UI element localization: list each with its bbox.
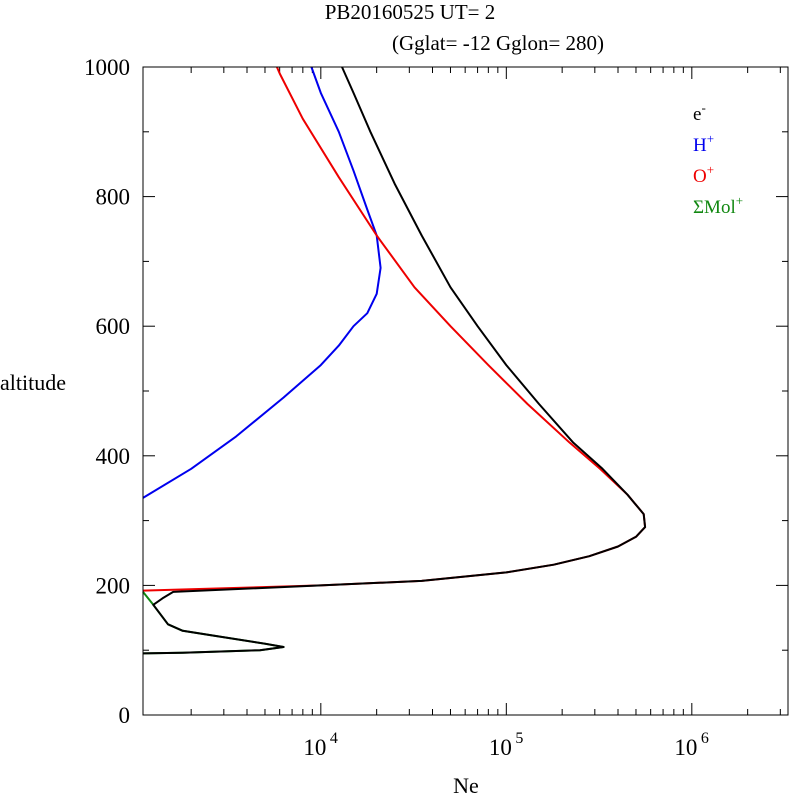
- x-tick-label: 10: [674, 735, 697, 760]
- legend-entry: H+: [693, 131, 714, 156]
- x-tick-label: 10: [489, 735, 512, 760]
- x-tick-exponent: 6: [701, 730, 709, 747]
- series-line-electron: [142, 66, 647, 655]
- y-tick-label: 0: [119, 703, 131, 728]
- legend-entry-superscript: -: [701, 100, 705, 115]
- legend-entry: ΣMol+: [693, 193, 743, 218]
- y-tick-label: 600: [96, 314, 131, 339]
- chart-title: PB20160525 UT= 2: [325, 0, 496, 24]
- x-tick-exponent: 5: [515, 730, 523, 747]
- chart-subtitle: (Gglat= -12 Gglon= 280): [392, 31, 604, 55]
- series-line-oplus: [142, 66, 647, 592]
- x-tick-label: 10: [303, 735, 326, 760]
- y-tick-label: 200: [96, 573, 131, 598]
- legend-entry-superscript: +: [736, 193, 743, 208]
- legend: e- H+ O+ ΣMol+: [693, 100, 743, 218]
- x-tick-exponent: 4: [330, 730, 338, 747]
- plot-frame: [142, 66, 789, 716]
- series-layer: [142, 66, 647, 655]
- x-axis-label: Ne: [453, 773, 479, 796]
- x-tick-labels: 10 4 10 5 10 6: [303, 730, 708, 760]
- legend-entry: e-: [693, 100, 706, 125]
- axis-ticks: [143, 66, 788, 716]
- legend-entry-superscript: +: [707, 162, 714, 177]
- y-tick-label: 400: [96, 444, 131, 469]
- y-tick-label: 1000: [84, 55, 130, 80]
- y-axis-label: altitude: [0, 370, 66, 395]
- legend-entry: O+: [693, 162, 714, 187]
- y-tick-label: 800: [96, 185, 131, 210]
- y-tick-labels: 0 200 400 600 800 1000: [84, 55, 130, 728]
- series-line-hplus: [142, 66, 382, 499]
- legend-entry-superscript: +: [707, 131, 714, 146]
